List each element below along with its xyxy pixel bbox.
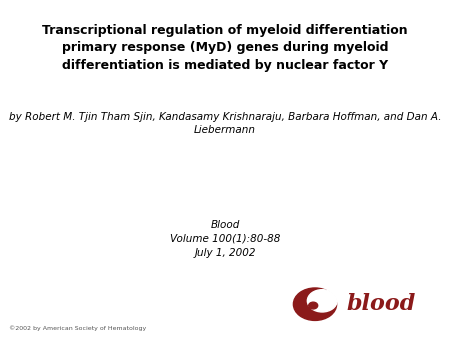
Circle shape bbox=[309, 302, 318, 309]
Text: Blood
Volume 100(1):80-88
July 1, 2002: Blood Volume 100(1):80-88 July 1, 2002 bbox=[170, 220, 280, 258]
Text: blood: blood bbox=[346, 293, 416, 315]
Text: by Robert M. Tjin Tham Sjin, Kandasamy Krishnaraju, Barbara Hoffman, and Dan A.
: by Robert M. Tjin Tham Sjin, Kandasamy K… bbox=[9, 112, 441, 135]
Text: ©2002 by American Society of Hematology: ©2002 by American Society of Hematology bbox=[9, 325, 146, 331]
Text: Transcriptional regulation of myeloid differentiation
primary response (MyD) gen: Transcriptional regulation of myeloid di… bbox=[42, 24, 408, 72]
Circle shape bbox=[307, 290, 337, 312]
Circle shape bbox=[293, 288, 337, 320]
